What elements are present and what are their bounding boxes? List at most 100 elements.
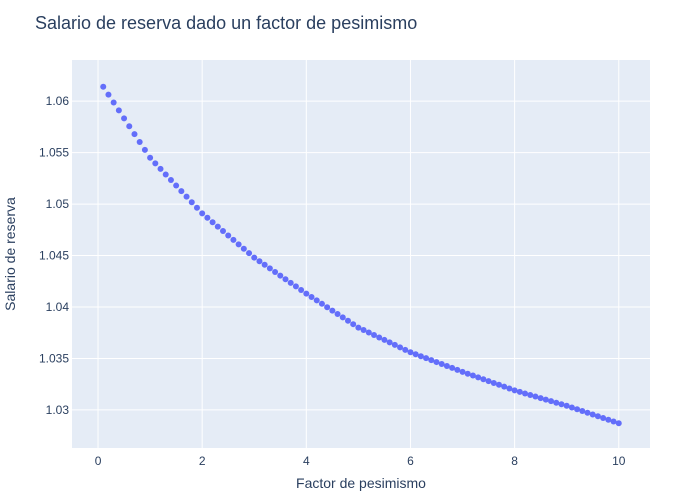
data-point <box>397 344 404 351</box>
data-point <box>402 346 409 353</box>
data-point <box>209 219 216 226</box>
data-point <box>136 138 143 145</box>
gridlines <box>72 60 650 448</box>
y-tick-label: 1.03 <box>46 403 70 417</box>
data-point <box>548 398 555 405</box>
data-point <box>282 276 289 283</box>
data-point <box>469 372 476 379</box>
data-point <box>131 131 138 138</box>
data-point <box>371 331 378 338</box>
y-tick-label: 1.04 <box>46 300 70 314</box>
data-point <box>121 115 128 122</box>
data-point <box>553 399 560 406</box>
data-point <box>443 362 450 369</box>
data-point <box>230 236 237 243</box>
data-point <box>115 107 122 114</box>
data-point <box>480 376 487 383</box>
data-point <box>386 339 393 346</box>
data-point <box>522 390 529 397</box>
data-point <box>100 83 107 90</box>
y-tick-label: 1.035 <box>39 351 69 365</box>
x-tick-labels: 0 2 4 6 8 10 <box>95 454 626 468</box>
data-point <box>313 297 320 304</box>
x-tick-label: 4 <box>303 454 310 468</box>
data-point <box>615 420 622 427</box>
data-point <box>334 311 341 318</box>
data-points <box>100 83 622 427</box>
data-point <box>365 329 372 336</box>
data-point <box>225 232 232 239</box>
data-point <box>162 171 169 178</box>
data-point <box>610 418 617 425</box>
data-point <box>126 123 133 130</box>
data-point <box>417 353 424 360</box>
data-point <box>454 366 461 373</box>
chart-title: Salario de reserva dado un factor de pes… <box>35 13 417 33</box>
data-point <box>141 146 148 153</box>
data-point <box>381 336 388 343</box>
y-tick-label: 1.045 <box>39 249 69 263</box>
data-point <box>594 413 601 420</box>
data-point <box>204 214 211 221</box>
data-point <box>199 210 206 217</box>
data-point <box>475 374 482 381</box>
data-point <box>537 395 544 402</box>
data-point <box>152 160 159 167</box>
data-point <box>183 193 190 200</box>
data-point <box>292 283 299 290</box>
data-point <box>516 388 523 395</box>
data-point <box>272 269 279 276</box>
data-point <box>574 406 581 413</box>
data-point <box>246 250 253 257</box>
data-point <box>584 409 591 416</box>
data-point <box>266 265 273 272</box>
data-point <box>235 241 242 248</box>
data-point <box>527 391 534 398</box>
data-point <box>449 364 456 371</box>
data-point <box>511 387 518 394</box>
y-tick-label: 1.05 <box>46 197 70 211</box>
plot-area <box>72 60 650 448</box>
x-tick-label: 10 <box>612 454 626 468</box>
x-axis-title: Factor de pesimismo <box>296 475 426 491</box>
data-point <box>355 324 362 331</box>
y-tick-label: 1.06 <box>46 94 70 108</box>
data-point <box>459 368 466 375</box>
data-point <box>110 99 117 106</box>
data-point <box>391 341 398 348</box>
data-point <box>568 404 575 411</box>
data-point <box>428 357 435 364</box>
data-point <box>324 304 331 311</box>
data-point <box>318 300 325 307</box>
data-point <box>600 415 607 422</box>
data-point <box>412 351 419 358</box>
data-point <box>256 258 263 265</box>
data-point <box>105 91 112 98</box>
data-point <box>558 401 565 408</box>
x-tick-label: 8 <box>511 454 518 468</box>
data-point <box>147 154 154 161</box>
data-point <box>542 396 549 403</box>
data-point <box>188 199 195 206</box>
data-point <box>350 321 357 328</box>
y-axis-title: Salario de reserva <box>2 197 18 311</box>
data-point <box>360 327 367 334</box>
data-point <box>251 254 258 261</box>
data-point <box>506 385 513 392</box>
data-point <box>438 361 445 368</box>
data-point <box>433 359 440 366</box>
data-point <box>308 294 315 301</box>
y-tick-labels: 1.03 1.035 1.04 1.045 1.05 1.055 1.06 <box>39 94 69 417</box>
data-point <box>579 408 586 415</box>
y-tick-label: 1.055 <box>39 146 69 160</box>
data-point <box>495 381 502 388</box>
data-point <box>376 334 383 341</box>
data-point <box>563 402 570 409</box>
data-point <box>344 317 351 324</box>
data-point <box>423 355 430 362</box>
data-point <box>298 287 305 294</box>
data-point <box>589 411 596 418</box>
data-point <box>339 314 346 321</box>
